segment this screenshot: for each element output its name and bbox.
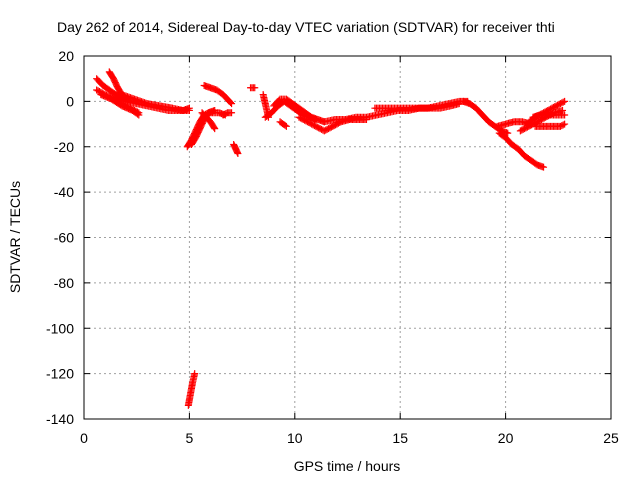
y-tick-label: -140 <box>46 411 74 427</box>
series-arc-21 <box>371 97 472 112</box>
data-point <box>210 123 218 131</box>
y-tick-labels: -140 -120 -100 -80 -60 -40 -20 0 20 <box>46 48 74 427</box>
data-point <box>135 111 143 119</box>
data-point <box>559 121 567 129</box>
series-arc-11 <box>200 81 236 108</box>
data-point <box>191 370 199 378</box>
x-tick-label: 15 <box>392 430 408 446</box>
series-arc-14 <box>247 84 259 92</box>
y-tick-label: 0 <box>66 93 74 109</box>
data-point <box>559 98 567 106</box>
series-arc-13 <box>230 140 242 158</box>
series-arc-17 <box>270 95 328 126</box>
series-arc-27 <box>529 111 569 121</box>
y-axis-title: SDTVAR / TECUs <box>7 181 23 293</box>
data-point <box>281 121 289 129</box>
data-point <box>561 120 569 128</box>
data-point <box>228 100 236 108</box>
series-arc-5 <box>97 91 143 119</box>
x-tick-label: 20 <box>498 430 514 446</box>
series-arc-22 <box>459 97 512 137</box>
data-point <box>228 109 236 117</box>
grid-lines <box>84 56 611 419</box>
data-point <box>234 150 242 158</box>
y-tick-label: -100 <box>46 320 74 336</box>
chart-title: Day 262 of 2014, Sidereal Day-to-day VTE… <box>57 19 555 35</box>
data-point <box>561 97 569 105</box>
y-tick-label: -120 <box>46 366 74 382</box>
plot-frame <box>83 55 612 420</box>
series-arc-23 <box>495 129 548 171</box>
data-point <box>211 106 219 114</box>
data-point <box>561 111 569 119</box>
y-tick-label: -20 <box>54 139 74 155</box>
x-tick-label: 25 <box>603 430 619 446</box>
x-tick-label: 0 <box>80 430 88 446</box>
data-point <box>134 110 142 118</box>
y-tick-label: 20 <box>58 48 74 64</box>
x-axis-title: GPS time / hours <box>294 458 401 474</box>
data-points <box>93 68 569 409</box>
y-tick-label: -60 <box>54 230 74 246</box>
x-tick-label: 10 <box>287 430 303 446</box>
data-point <box>251 84 259 92</box>
series-arc-7 <box>184 370 199 409</box>
x-tick-label: 5 <box>186 430 194 446</box>
x-tick-labels: 0 5 10 15 20 25 <box>80 430 619 446</box>
series-arc-12 <box>219 109 236 119</box>
data-point <box>227 99 235 107</box>
data-point <box>282 122 290 130</box>
series-arc-18 <box>276 118 290 130</box>
y-tick-label: -40 <box>54 184 74 200</box>
y-tick-label: -80 <box>54 275 74 291</box>
axis-ticks <box>83 55 612 420</box>
data-point <box>504 129 512 137</box>
data-point <box>540 163 548 171</box>
data-point <box>185 106 193 114</box>
series-arc-3 <box>105 68 134 105</box>
data-point <box>211 125 219 133</box>
series-arc-28 <box>531 120 569 130</box>
series-arc-6 <box>112 93 193 114</box>
series-arc-10 <box>198 109 219 133</box>
